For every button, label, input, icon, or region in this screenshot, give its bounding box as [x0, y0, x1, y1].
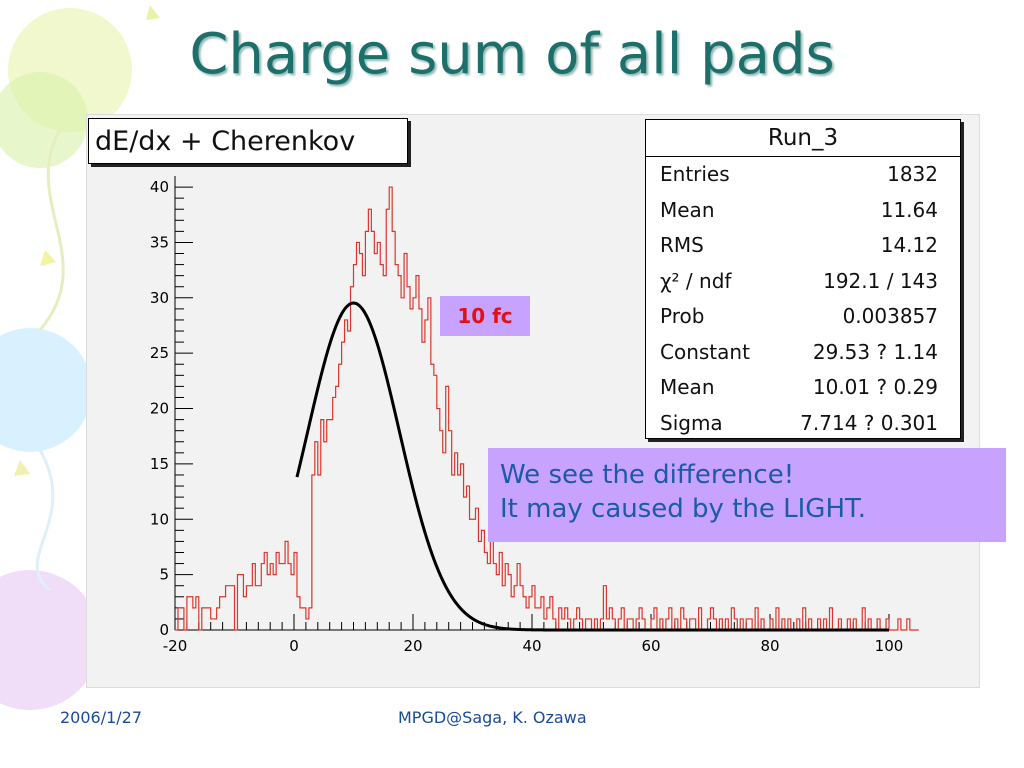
- confetti-shape: [40, 250, 56, 266]
- y-tick-label: 0: [159, 621, 169, 639]
- stats-label: χ² / ndf: [660, 268, 732, 293]
- balloon-blue: [0, 328, 92, 452]
- y-tick-label: 40: [150, 178, 169, 196]
- x-tick-label: 40: [522, 637, 541, 655]
- stats-label: Sigma: [660, 410, 723, 435]
- gaussian-fit-line: [295, 301, 889, 632]
- stats-row: Mean 11.64: [646, 193, 960, 229]
- stats-value: 1832: [887, 162, 938, 186]
- stats-header: Run_3: [646, 120, 960, 157]
- x-tick-label: -20: [163, 637, 188, 655]
- x-tick-label: 0: [289, 637, 299, 655]
- stats-row: RMS 14.12: [646, 228, 960, 264]
- stats-value: 192.1 / 143: [823, 268, 938, 293]
- y-tick-label: 20: [150, 400, 169, 418]
- stats-row: Entries 1832: [646, 157, 960, 193]
- balloon-green: [0, 72, 88, 168]
- stats-label: Mean: [660, 375, 715, 399]
- stats-value: 0.003857: [842, 304, 938, 328]
- x-tick-label: 60: [641, 637, 660, 655]
- balloon-string: [38, 129, 65, 331]
- stats-value: 10.01 ? 0.29: [812, 375, 938, 399]
- y-tick-label: 15: [150, 455, 169, 473]
- stats-label: Entries: [660, 162, 730, 186]
- stats-value: 29.53 ? 1.14: [812, 339, 938, 364]
- stats-label: Mean: [660, 197, 715, 222]
- stats-row: Constant 29.53 ? 1.14: [646, 335, 960, 371]
- stats-row: χ² / ndf 192.1 / 143: [646, 264, 960, 300]
- x-tick-label: 80: [760, 637, 779, 655]
- stats-row: Sigma 7.714 ? 0.301: [646, 406, 960, 442]
- stats-value: 7.714 ? 0.301: [800, 410, 938, 435]
- histogram-series: [175, 186, 919, 631]
- charge-threshold-badge: 10 fc: [440, 296, 530, 336]
- x-tick-label: 20: [403, 637, 422, 655]
- callout-box: We see the difference! It may caused by …: [488, 448, 1006, 542]
- stats-row: Mean 10.01 ? 0.29: [646, 370, 960, 406]
- footer-date: 2006/1/27: [60, 708, 143, 727]
- y-tick-label: 30: [150, 289, 169, 307]
- histogram-title: dE/dx + Cherenkov: [88, 118, 408, 164]
- callout-line: We see the difference!: [500, 460, 795, 490]
- confetti-shape: [146, 5, 160, 20]
- gaussian-fit-series: [295, 301, 889, 632]
- balloon-purple: [0, 570, 100, 710]
- x-tick-label: 100: [875, 637, 904, 655]
- y-tick-label: 10: [150, 510, 169, 528]
- stats-value: 11.64: [880, 197, 938, 222]
- y-tick-label: 5: [159, 566, 169, 584]
- confetti-shape: [14, 460, 30, 476]
- balloon-string: [35, 449, 55, 592]
- y-tick-label: 35: [150, 233, 169, 251]
- stats-value: 14.12: [880, 233, 938, 257]
- stats-label: RMS: [660, 233, 704, 257]
- stats-box: Run_3 Entries 1832 Mean 11.64 RMS 14.12 χ² …: [645, 119, 961, 439]
- callout-line: It may caused by the LIGHT.: [500, 494, 867, 524]
- y-tick-label: 25: [150, 344, 169, 362]
- page-title: Charge sum of all pads: [189, 22, 835, 87]
- histogram-outline: [175, 186, 919, 631]
- stats-label: Prob: [660, 304, 705, 328]
- stats-row: Prob 0.003857: [646, 299, 960, 335]
- footer-author: MPGD@Saga, K. Ozawa: [398, 708, 587, 727]
- stats-label: Constant: [660, 339, 750, 364]
